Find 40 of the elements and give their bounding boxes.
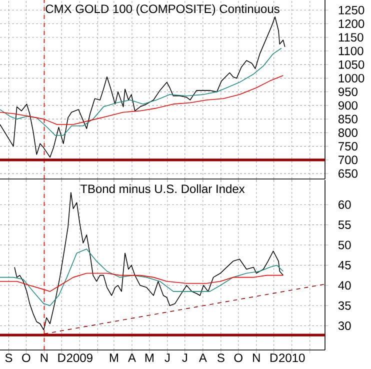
y-tick-label: 750: [338, 142, 358, 151]
x-tick-label: M: [110, 354, 118, 362]
y-tick-label: 1150: [338, 33, 364, 42]
y-tick-label: 1100: [338, 46, 364, 56]
x-tick-label: N: [253, 354, 260, 362]
line-series: [14, 192, 284, 330]
x-tick-label: D: [270, 354, 278, 362]
y-tick-label: 1200: [338, 19, 364, 28]
y-tick-label: 55: [338, 220, 351, 230]
chart-title: TBond minus U.S. Dollar Index: [80, 184, 245, 194]
x-tick-label: J: [164, 354, 170, 362]
x-tick-label: M: [145, 354, 154, 362]
x-tick-label: D: [58, 354, 66, 362]
x-tick-label: A: [128, 354, 136, 362]
y-tick-label: 800: [338, 128, 358, 137]
y-tick-label: 60: [338, 200, 351, 209]
y-tick-label: 30: [338, 322, 351, 330]
chart-title: CMX GOLD 100 (COMPOSITE) Continuous: [46, 4, 280, 16]
x-tick-label: A: [198, 354, 207, 362]
x-tick-label: S: [5, 354, 12, 362]
y-tick-label: 1050: [338, 60, 364, 69]
line-series: [0, 48, 282, 136]
y-tick-label: 40: [338, 281, 351, 290]
y-tick-label: 650: [338, 169, 358, 178]
y-tick-label: 850: [338, 114, 358, 124]
x-tick-label: S: [217, 354, 224, 362]
y-tick-label: 950: [338, 88, 358, 96]
y-tick-label: 700: [338, 156, 358, 164]
y-tick-label: 1250: [338, 6, 364, 14]
y-tick-label: 1000: [338, 74, 364, 82]
x-tick-label: O: [22, 354, 30, 362]
y-tick-label: 900: [338, 101, 358, 110]
y-tick-label: 35: [338, 301, 351, 310]
x-tick-label: N: [40, 354, 48, 362]
y-tick-label: 45: [338, 261, 351, 270]
x-tick-label: J: [182, 354, 187, 362]
x-tick-label: 2009: [66, 354, 92, 362]
y-tick-label: 50: [338, 240, 351, 250]
x-tick-label: O: [234, 354, 242, 362]
x-tick-label: 2010: [279, 354, 305, 362]
